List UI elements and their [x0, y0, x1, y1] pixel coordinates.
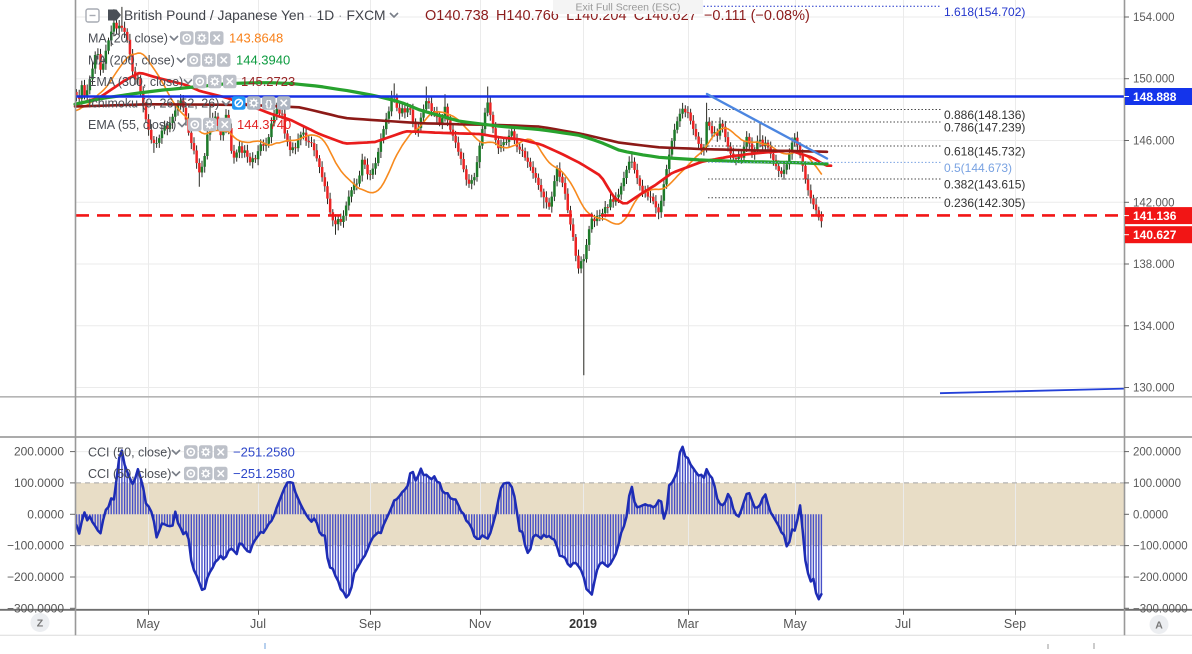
svg-text:0.382(143.615): 0.382(143.615): [944, 178, 1025, 192]
svg-text:134.000: 134.000: [1133, 321, 1175, 333]
svg-text:Z: Z: [37, 618, 44, 630]
svg-text:146.000: 146.000: [1133, 136, 1175, 148]
svg-text:154.000: 154.000: [1133, 12, 1175, 24]
svg-text:144.3940: 144.3940: [236, 53, 290, 68]
svg-text:Mar: Mar: [677, 617, 699, 631]
svg-text:200.0000: 200.0000: [14, 445, 64, 459]
svg-text:EMA (55, close): EMA (55, close): [88, 118, 176, 132]
svg-text:−300.0000: −300.0000: [7, 601, 64, 615]
svg-text:144.3740: 144.3740: [237, 117, 291, 132]
svg-text:Ichimoku (9, 26, 52, 26): Ichimoku (9, 26, 52, 26): [88, 97, 219, 111]
svg-text:0.786(147.239): 0.786(147.239): [944, 121, 1025, 135]
svg-text:Jul: Jul: [895, 617, 911, 631]
svg-text:141.136: 141.136: [1133, 209, 1177, 223]
svg-text:May: May: [783, 617, 807, 631]
svg-text:142.000: 142.000: [1133, 197, 1175, 209]
svg-text:150.000: 150.000: [1133, 74, 1175, 86]
svg-text:130.000: 130.000: [1133, 383, 1175, 395]
svg-text:−100.0000: −100.0000: [7, 539, 64, 553]
svg-text:100.0000: 100.0000: [1133, 478, 1181, 490]
svg-text:MA (200, close): MA (200, close): [88, 54, 175, 68]
svg-text:−100.0000: −100.0000: [1133, 541, 1188, 553]
svg-text:EMA (300, close): EMA (300, close): [88, 75, 183, 89]
svg-text:0.236(142.305): 0.236(142.305): [944, 196, 1025, 210]
svg-text:Nov: Nov: [469, 617, 492, 631]
svg-text:100.0000: 100.0000: [14, 476, 64, 490]
svg-text:O140.738 H140.766 L140.204 C14: O140.738 H140.766 L140.204 C140.627 −0.1…: [425, 8, 810, 24]
svg-text:200.0000: 200.0000: [1133, 447, 1181, 459]
svg-text:0.618(145.732): 0.618(145.732): [944, 145, 1025, 159]
svg-text:0.886(148.136): 0.886(148.136): [944, 108, 1025, 122]
svg-text:0.0000: 0.0000: [27, 507, 64, 521]
svg-text:Jul: Jul: [250, 617, 266, 631]
svg-text:British Pound / Japanese Yen ·: British Pound / Japanese Yen · 1D · FXCM: [124, 8, 386, 23]
svg-text:140.627: 140.627: [1133, 228, 1177, 242]
svg-text:−300.0000: −300.0000: [1133, 603, 1188, 615]
svg-text:148.888: 148.888: [1133, 90, 1177, 104]
svg-text:145.2723: 145.2723: [241, 74, 295, 89]
svg-text:143.8648: 143.8648: [229, 31, 283, 46]
svg-text:CCI (50, close): CCI (50, close): [88, 446, 171, 460]
svg-text:1.618(154.702): 1.618(154.702): [944, 5, 1025, 19]
svg-text:2019: 2019: [569, 617, 597, 631]
svg-text:−200.0000: −200.0000: [7, 570, 64, 584]
svg-text:Sep: Sep: [1004, 617, 1026, 631]
svg-text:CCI (50, close): CCI (50, close): [88, 467, 171, 481]
svg-text:{}: {}: [265, 99, 273, 110]
svg-text:Sep: Sep: [359, 617, 381, 631]
svg-text:0.0000: 0.0000: [1133, 509, 1168, 521]
svg-text:Exit Full Screen (ESC): Exit Full Screen (ESC): [575, 2, 680, 14]
svg-text:MA (20, close): MA (20, close): [88, 32, 168, 46]
svg-text:−251.2580: −251.2580: [233, 466, 295, 481]
svg-text:138.000: 138.000: [1133, 259, 1175, 271]
svg-text:A: A: [1155, 620, 1163, 632]
svg-text:May: May: [136, 617, 160, 631]
svg-text:−251.2580: −251.2580: [233, 445, 295, 460]
svg-text:0.5(144.673): 0.5(144.673): [944, 161, 1012, 175]
svg-text:−200.0000: −200.0000: [1133, 572, 1188, 584]
